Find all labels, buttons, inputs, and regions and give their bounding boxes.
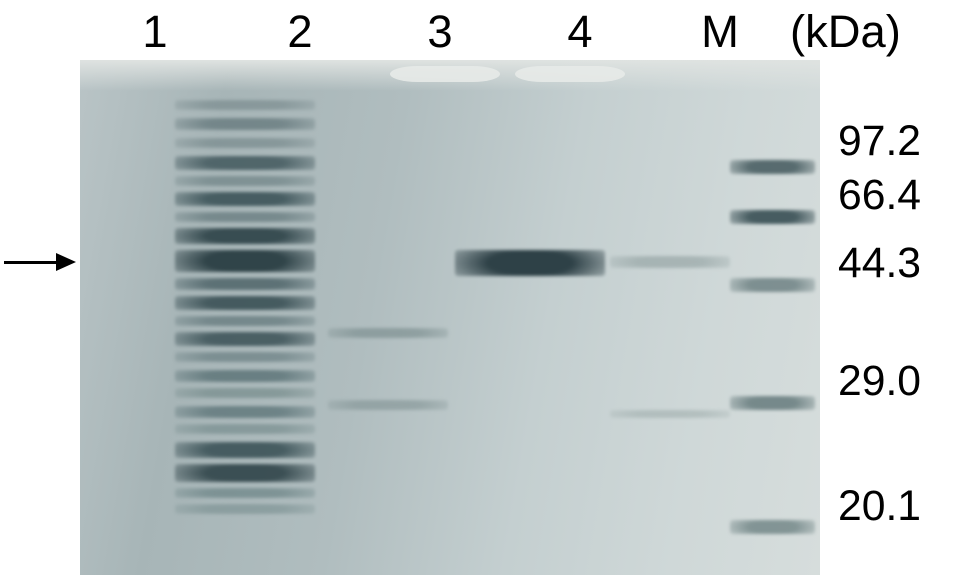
- band-marker-2: [730, 278, 815, 292]
- band-lane1-17: [175, 424, 315, 434]
- lane-label-2: 2: [270, 6, 330, 58]
- arrow-shaft: [4, 261, 56, 264]
- band-lane1-9: [175, 278, 315, 290]
- band-lane1-8: [175, 250, 315, 272]
- band-lane1-11: [175, 316, 315, 326]
- gel-well-1: [515, 66, 625, 82]
- mw-label-20-1: 20.1: [838, 482, 921, 531]
- lane-label-M: M: [690, 6, 750, 58]
- target-band-arrow: [4, 253, 76, 271]
- band-lane1-14: [175, 370, 315, 382]
- band-lane1-3: [175, 156, 315, 170]
- lane-label-4: 4: [550, 6, 610, 58]
- lane-label-3: 3: [410, 6, 470, 58]
- arrow-head-icon: [56, 253, 76, 271]
- band-lane4-0: [610, 256, 730, 268]
- band-lane1-13: [175, 352, 315, 362]
- mw-label-97-2: 97.2: [838, 117, 921, 166]
- band-lane1-10: [175, 296, 315, 310]
- band-marker-3: [730, 396, 815, 410]
- band-lane1-1: [175, 118, 315, 130]
- gel-image: [80, 60, 820, 575]
- gel-well-0: [390, 66, 500, 82]
- band-lane2-1: [328, 400, 448, 410]
- band-marker-0: [730, 160, 815, 174]
- band-lane3-0: [455, 250, 605, 276]
- band-lane1-18: [175, 442, 315, 458]
- band-lane1-5: [175, 192, 315, 206]
- mw-label-66-4: 66.4: [838, 171, 921, 220]
- band-lane1-6: [175, 212, 315, 222]
- band-lane2-0: [328, 328, 448, 338]
- band-lane1-19: [175, 464, 315, 482]
- band-lane1-4: [175, 176, 315, 186]
- band-lane4-1: [610, 410, 730, 418]
- band-lane1-20: [175, 488, 315, 498]
- gel-figure: 1 2 3 4 M (kDa) 97.2 66.4 44.3 29.0 20.1: [0, 0, 954, 581]
- band-lane1-12: [175, 332, 315, 346]
- band-marker-4: [730, 520, 815, 534]
- band-marker-1: [730, 210, 815, 224]
- band-lane1-7: [175, 228, 315, 244]
- band-lane1-15: [175, 388, 315, 398]
- band-lane1-2: [175, 138, 315, 148]
- unit-label-kda: (kDa): [790, 6, 950, 58]
- mw-label-44-3: 44.3: [838, 239, 921, 288]
- mw-label-29-0: 29.0: [838, 357, 921, 406]
- band-lane1-21: [175, 504, 315, 514]
- lane-label-1: 1: [125, 6, 185, 58]
- band-lane1-16: [175, 406, 315, 418]
- band-lane1-0: [175, 100, 315, 110]
